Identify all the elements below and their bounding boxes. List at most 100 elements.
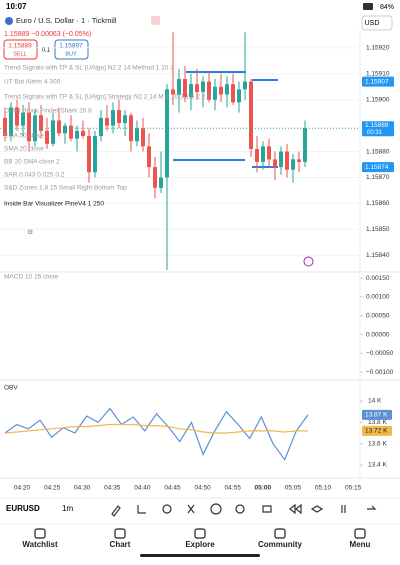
candle-body [135,128,139,142]
candle-body [279,151,283,168]
price-tick-label: 1.15900 [366,96,390,103]
candles [3,32,307,270]
indicator-label[interactable]: BB 20 SMA close 2 [4,159,60,166]
price-tick-label: 1.15920 [366,45,390,52]
nav-icon[interactable] [194,528,206,539]
nav-label[interactable]: Explore [185,540,215,549]
nav-icon[interactable] [354,528,366,539]
level-label: 1.15874 [365,164,389,171]
alert-icon[interactable] [303,256,314,267]
time-tick-label: 05:10 [315,485,332,492]
settings-icon[interactable]: ⚙ [27,228,33,236]
toolbar-interval[interactable]: 1m [62,504,73,513]
toolbar-symbol[interactable]: EURUSD [6,504,40,513]
obv-last-label: 13.72 K [365,428,388,435]
indicator-label[interactable]: Trend Signals with TP & SL [UAlgo] Strat… [4,94,211,101]
candle-body [285,151,289,170]
macd-tick-label: 0.00000 [366,331,390,338]
candle-body [291,159,295,170]
level-badge [362,76,394,87]
nav-icon[interactable] [114,528,126,539]
candle-body [51,120,55,144]
sell-price[interactable]: 1.15889 [8,43,32,50]
candle-body [183,78,187,98]
macd-tick-label: 0.00150 [366,275,390,282]
candle-body [165,89,169,178]
indicator-label[interactable]: SMA 20 close [4,146,44,153]
countdown: 00:31 [367,130,383,136]
nav-label[interactable]: Watchlist [22,540,58,549]
indicator-label[interactable]: Order Block Finder Shark 20 6 [4,108,92,115]
candle-body [219,86,223,95]
indicator-label[interactable]: Inside Bar Visualizer PineV4 1 250 [4,201,104,208]
obv-tick-label: 13.6 K [368,440,387,447]
indicator-label[interactable]: EMA 50 close [4,133,44,140]
currency-box[interactable] [361,15,393,31]
indicator-label[interactable]: S&D Zones 1.8 15 Small Right Bottom Top [4,185,127,192]
time-tick-label: 04:45 [164,485,181,492]
last-price-label: 1.15889 [365,122,389,129]
candle-body [303,128,307,162]
toolbar-icons[interactable] [111,503,377,517]
candle-body [213,86,217,100]
nav-label[interactable]: Community [258,540,303,549]
macd-tick-label: −0.00100 [366,369,394,376]
candle-body [39,115,43,131]
candle-body [99,117,103,137]
obv-last-label: 13.87 K [365,412,388,419]
indicator-label[interactable]: Trend Signals with TP & SL [UAlgo] N2 2 … [4,65,174,72]
time-tick-label: 04:35 [104,485,121,492]
nav-label[interactable]: Chart [110,540,131,549]
candle-body [153,167,157,188]
candle-body [147,146,151,168]
time-tick-label: 05:15 [345,485,362,492]
price-tick-label: 1.15870 [366,174,390,181]
nav-icon[interactable] [34,528,46,539]
candle-body [249,81,253,149]
candle-body [207,81,211,100]
candle-body [231,84,235,103]
indicator-label[interactable]: SAR 0.043 0.025 0.2 [4,172,65,179]
price-change: 1.15889 −0.00063 (−0.05%) [4,31,91,38]
sell-button[interactable] [3,39,38,60]
nav-icon[interactable] [274,528,286,539]
candle-body [297,159,301,162]
buy-button[interactable] [54,39,89,60]
obv-line [4,423,308,434]
price-tick-label: 1.15860 [366,200,390,207]
candle-body [111,110,115,126]
candle-body [243,81,247,90]
obv-title[interactable]: OBV [4,385,18,392]
nav-label[interactable]: Menu [350,540,371,549]
close-badge[interactable] [151,16,160,25]
lot[interactable]: 0.1 [42,48,51,54]
zone-lines [173,71,278,168]
time-tick-label: 04:20 [14,485,31,492]
price-tick-label: 1.15880 [366,148,390,155]
last-price-badge [362,121,394,137]
level-label: 1.15907 [365,78,389,85]
buy-price[interactable]: 1.15897 [59,43,83,50]
symbol-flag [5,17,13,25]
buy-label[interactable]: BUY [65,51,77,57]
candle-body [195,84,199,92]
time-tick-label: 04:25 [44,485,61,492]
currency[interactable]: USD [365,20,380,27]
level-badge [362,162,394,173]
candle-body [177,78,181,95]
candle-body [81,130,85,137]
time-tick-label: 05:00 [254,485,271,492]
indicator-label[interactable]: UT Bot Alerts 4 300 [4,79,61,86]
symbol-title[interactable]: Euro / U.S. Dollar · 1 · Tickmill [16,16,117,25]
time-tick-label: 04:40 [134,485,151,492]
sell-label[interactable]: SELL [13,51,26,57]
time-tick-label: 04:30 [74,485,91,492]
candle-body [69,125,73,139]
price-tick-label: 1.15850 [366,226,390,233]
candle-body [129,115,133,142]
candle-body [123,115,127,124]
candle-body [75,130,79,139]
macd-title[interactable]: MACD 10 26 close [4,274,59,281]
